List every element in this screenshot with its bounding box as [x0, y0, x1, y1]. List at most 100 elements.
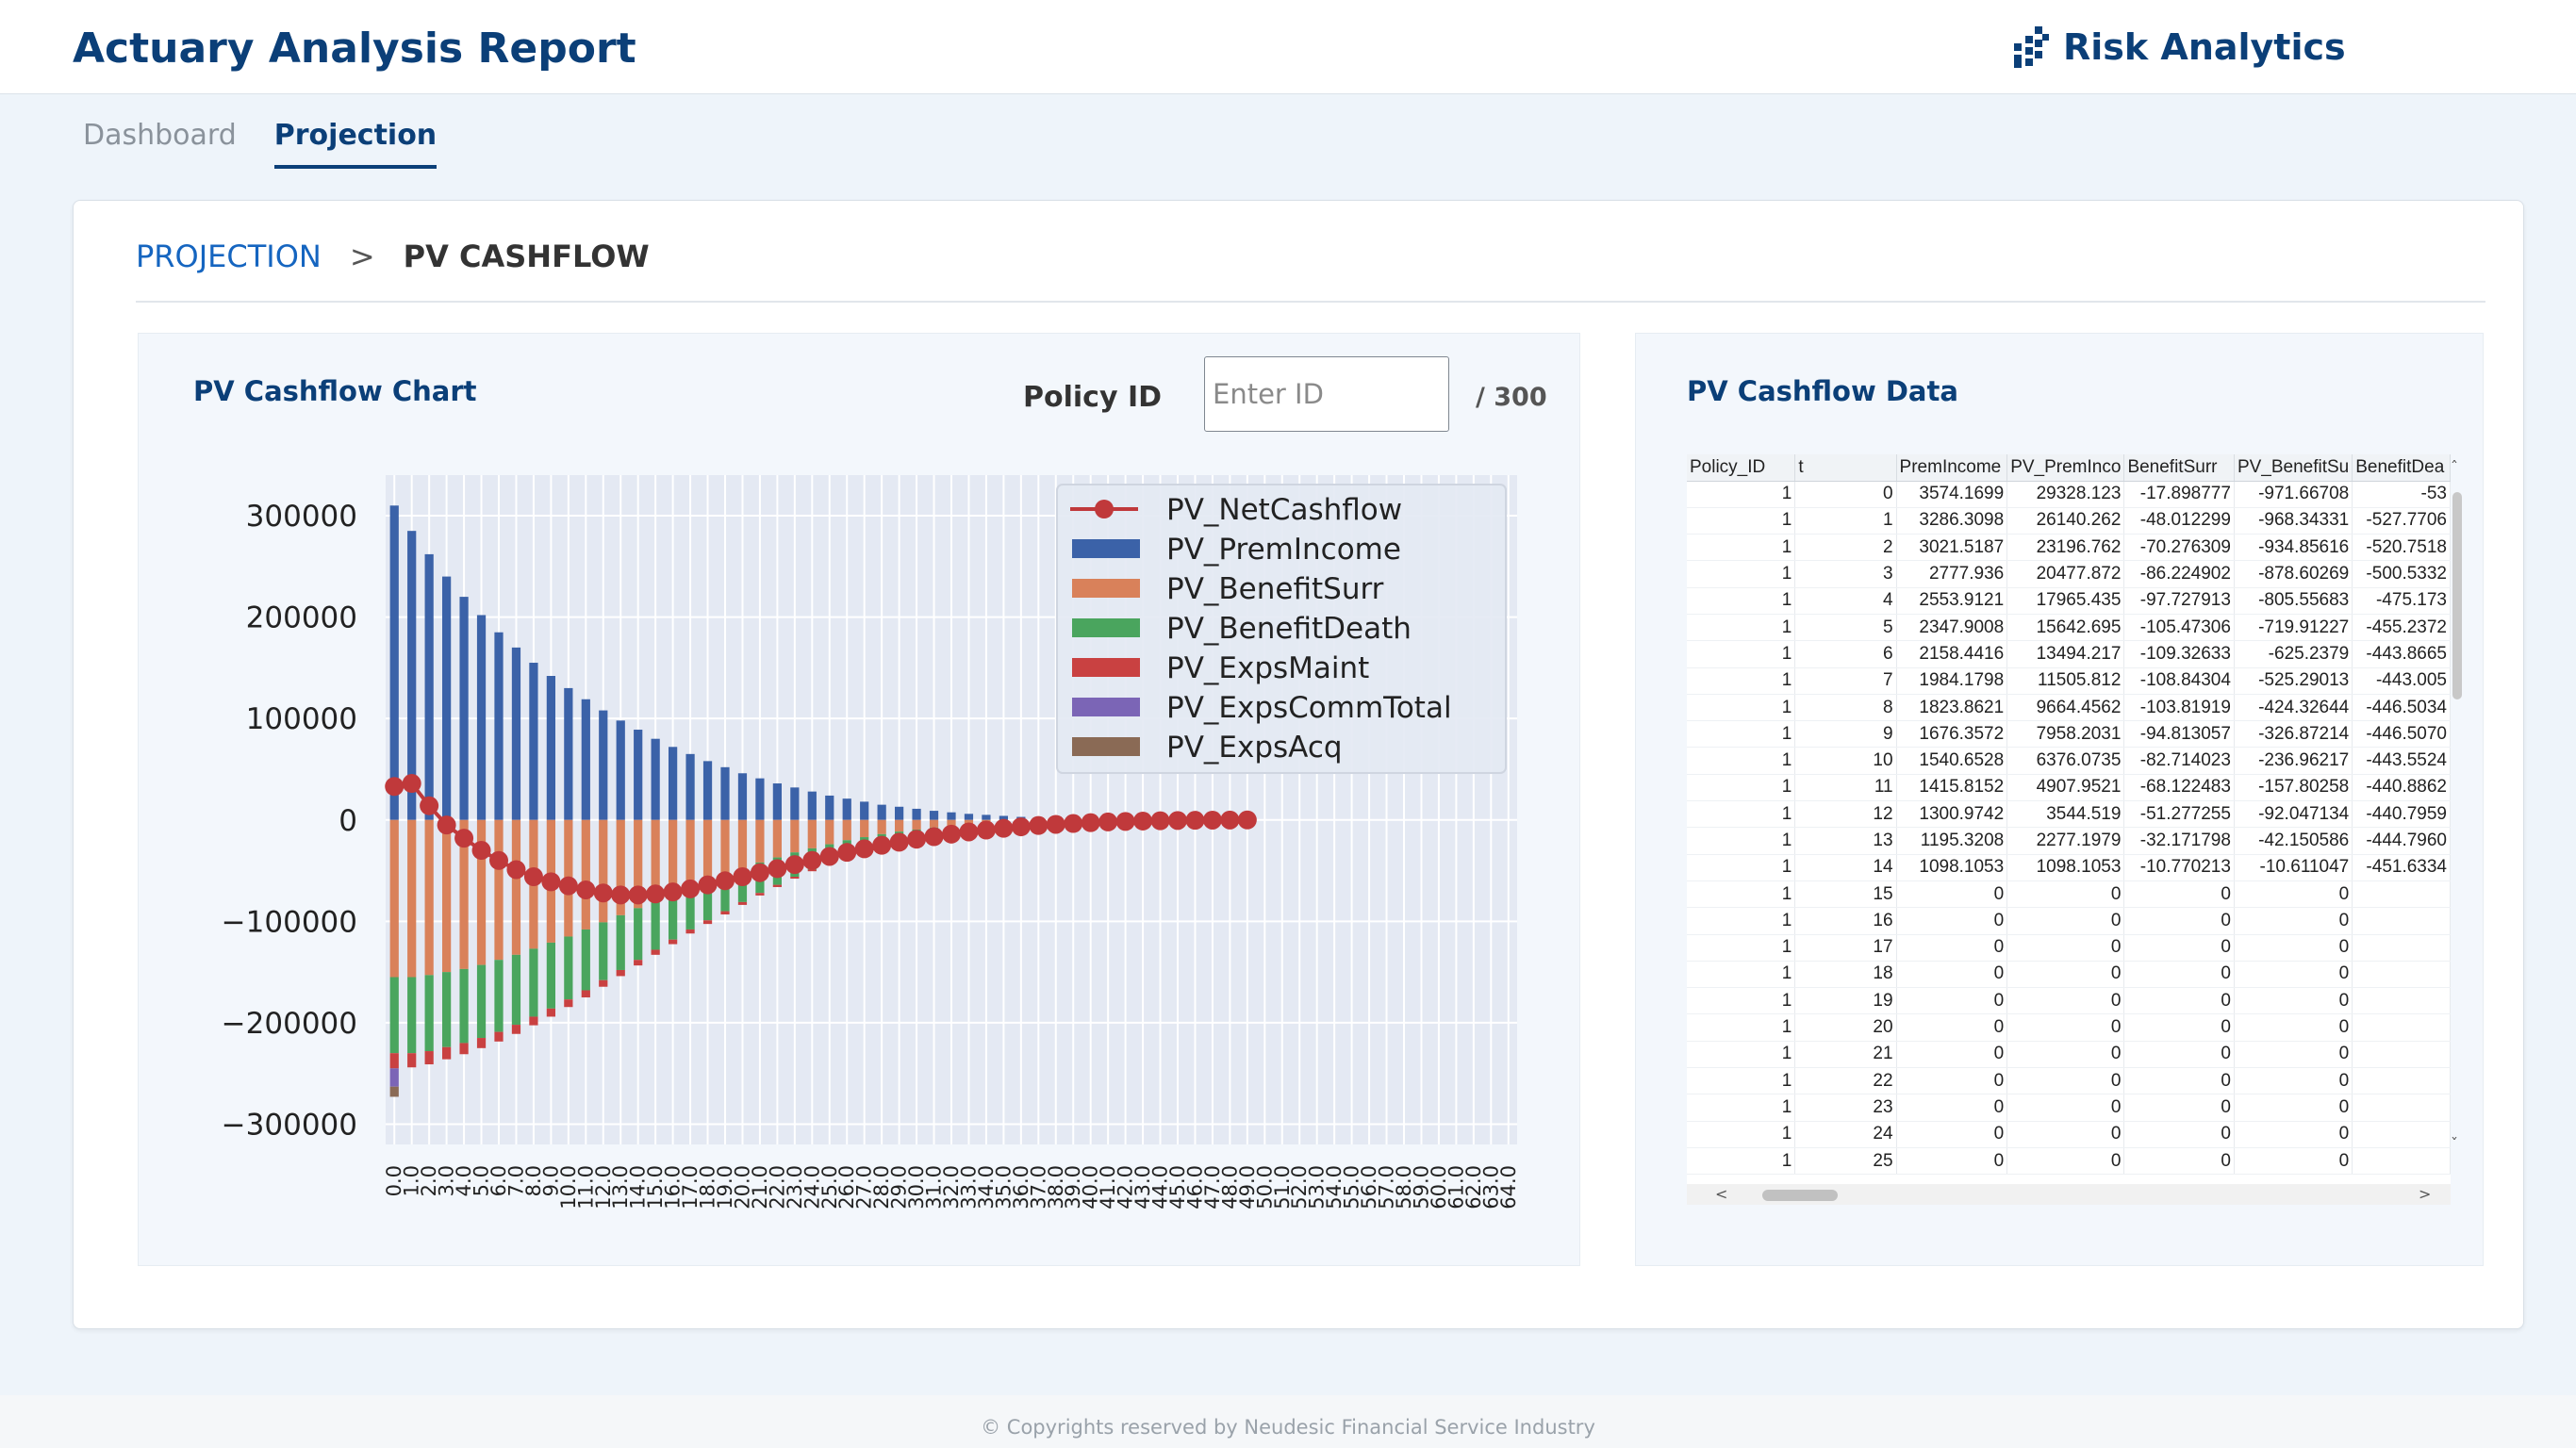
table-cell[interactable]: 22 [1794, 1067, 1897, 1095]
table-cell[interactable]: -326.87214 [2234, 720, 2353, 749]
table-cell[interactable]: 0 [2006, 934, 2125, 962]
table-cell[interactable]: -10.611047 [2234, 854, 2353, 881]
table-cell[interactable]: 1 [1687, 1094, 1796, 1122]
table-cell[interactable]: 1 [1687, 987, 1796, 1015]
table-row[interactable]: 1 0 3574.1699 29328.123 -17.898777 -971.66708… [1687, 481, 2451, 508]
table-cell[interactable]: 1 [1687, 534, 1796, 562]
table-cell[interactable]: 1 [1687, 720, 1796, 749]
table-row[interactable]: 1 4 2553.9121 17965.435 -97.727913 -805.55683… [1687, 587, 2451, 615]
table-cell[interactable]: -451.6334 [2352, 854, 2451, 881]
table-row[interactable]: 1 23 0 0 0 0 [1687, 1094, 2451, 1122]
table-cell[interactable]: 1 [1687, 587, 1796, 615]
table-cell[interactable]: -525.29013 [2234, 667, 2353, 695]
table-cell[interactable]: 0 [1896, 934, 2008, 962]
table-cell[interactable] [2352, 987, 2451, 1015]
table-cell[interactable]: 0 [1896, 1013, 2008, 1042]
table-cell[interactable]: 0 [2123, 1067, 2235, 1095]
table-cell[interactable]: 1 [1687, 1121, 1796, 1148]
policy-id-input[interactable] [1204, 356, 1449, 432]
table-cell[interactable]: 2553.9121 [1896, 587, 2008, 615]
table-cell[interactable]: -443.5524 [2352, 747, 2451, 775]
table-cell[interactable]: 0 [2006, 1041, 2125, 1069]
table-cell[interactable]: 0 [1896, 961, 2008, 989]
table-cell[interactable] [2352, 1013, 2451, 1042]
table-row[interactable]: 1 13 1195.3208 2277.1979 -32.171798 -42.15058… [1687, 827, 2451, 855]
table-cell[interactable]: 1 [1687, 747, 1796, 775]
table-cell[interactable]: 24 [1794, 1121, 1897, 1148]
table-cell[interactable]: 15642.695 [2006, 614, 2125, 642]
table-cell[interactable]: 0 [1896, 880, 2008, 909]
table-cell[interactable]: 1 [1687, 1147, 1796, 1176]
table-row[interactable]: 1 24 0 0 0 0 [1687, 1121, 2451, 1148]
tab-projection[interactable]: Projection [273, 119, 438, 169]
table-cell[interactable] [2352, 1094, 2451, 1122]
column-header-3[interactable]: PV_PremInco [2006, 454, 2125, 482]
table-cell[interactable]: 7958.2031 [2006, 720, 2125, 749]
table-row[interactable]: 1 15 0 0 0 0 [1687, 880, 2451, 909]
table-cell[interactable]: 0 [1896, 1121, 2008, 1148]
column-header-1[interactable]: t [1794, 454, 1897, 482]
table-cell[interactable]: 15 [1794, 880, 1897, 909]
table-cell[interactable]: -440.8862 [2352, 774, 2451, 802]
table-cell[interactable]: 0 [2234, 880, 2353, 909]
table-cell[interactable]: 1195.3208 [1896, 827, 2008, 855]
table-cell[interactable]: -934.85616 [2234, 534, 2353, 562]
table-cell[interactable] [2352, 961, 2451, 989]
table-cell[interactable]: 0 [2234, 1067, 2353, 1095]
table-cell[interactable]: -475.173 [2352, 587, 2451, 615]
table-cell[interactable]: -70.276309 [2123, 534, 2235, 562]
tab-dashboard[interactable]: Dashboard [83, 119, 237, 152]
table-cell[interactable]: -520.7518 [2352, 534, 2451, 562]
table-cell[interactable]: 0 [2006, 987, 2125, 1015]
scroll-right-icon[interactable]: > [2419, 1185, 2432, 1203]
table-cell[interactable]: -109.32633 [2123, 640, 2235, 668]
table-cell[interactable]: 0 [1794, 481, 1897, 508]
table-cell[interactable]: -53 [2352, 481, 2451, 508]
table-cell[interactable]: -94.813057 [2123, 720, 2235, 749]
table-cell[interactable]: 1823.8621 [1896, 694, 2008, 722]
table-cell[interactable]: 4907.9521 [2006, 774, 2125, 802]
table-row[interactable]: 1 2 3021.5187 23196.762 -70.276309 -934.85616… [1687, 534, 2451, 562]
table-cell[interactable]: 23196.762 [2006, 534, 2125, 562]
table-cell[interactable]: -971.66708 [2234, 481, 2353, 508]
table-cell[interactable]: -444.7960 [2352, 827, 2451, 855]
table-cell[interactable]: 2277.1979 [2006, 827, 2125, 855]
table-cell[interactable]: 20 [1794, 1013, 1897, 1042]
table-cell[interactable]: 1 [1687, 880, 1796, 909]
table-cell[interactable]: 1300.9742 [1896, 800, 2008, 829]
table-cell[interactable]: 1 [1687, 934, 1796, 962]
table-cell[interactable]: 1 [1687, 694, 1796, 722]
table-cell[interactable]: 0 [2123, 907, 2235, 935]
table-cell[interactable] [2352, 934, 2451, 962]
table-cell[interactable]: 3 [1794, 560, 1897, 588]
table-cell[interactable] [2352, 1041, 2451, 1069]
table-cell[interactable]: -92.047134 [2234, 800, 2353, 829]
table-cell[interactable] [2352, 1147, 2451, 1176]
table-cell[interactable]: 1415.8152 [1896, 774, 2008, 802]
table-cell[interactable]: 14 [1794, 854, 1897, 881]
table-cell[interactable]: -51.277255 [2123, 800, 2235, 829]
table-cell[interactable]: 0 [2234, 1121, 2353, 1148]
table-cell[interactable]: -17.898777 [2123, 481, 2235, 508]
table-cell[interactable] [2352, 1067, 2451, 1095]
table-cell[interactable]: -527.7706 [2352, 507, 2451, 535]
table-cell[interactable]: 9 [1794, 720, 1897, 749]
table-row[interactable]: 1 10 1540.6528 6376.0735 -82.714023 -236.9621… [1687, 747, 2451, 775]
table-cell[interactable]: 0 [2123, 961, 2235, 989]
table-cell[interactable]: 3286.3098 [1896, 507, 2008, 535]
table-cell[interactable]: 2158.4416 [1896, 640, 2008, 668]
table-cell[interactable]: 4 [1794, 587, 1897, 615]
column-header-0[interactable]: Policy_ID [1687, 454, 1796, 482]
table-cell[interactable]: 1 [1687, 560, 1796, 588]
table-cell[interactable]: 0 [2234, 907, 2353, 935]
table-cell[interactable]: 1 [1687, 507, 1796, 535]
table-row[interactable]: 1 25 0 0 0 0 [1687, 1147, 2451, 1176]
vertical-scroll-thumb[interactable] [2452, 492, 2462, 699]
table-row[interactable]: 1 22 0 0 0 0 [1687, 1067, 2451, 1095]
table-cell[interactable]: -968.34331 [2234, 507, 2353, 535]
table-cell[interactable]: -455.2372 [2352, 614, 2451, 642]
table-cell[interactable]: 1 [1687, 774, 1796, 802]
table-cell[interactable]: 1984.1798 [1896, 667, 2008, 695]
table-cell[interactable]: 26140.262 [2006, 507, 2125, 535]
table-cell[interactable]: -82.714023 [2123, 747, 2235, 775]
